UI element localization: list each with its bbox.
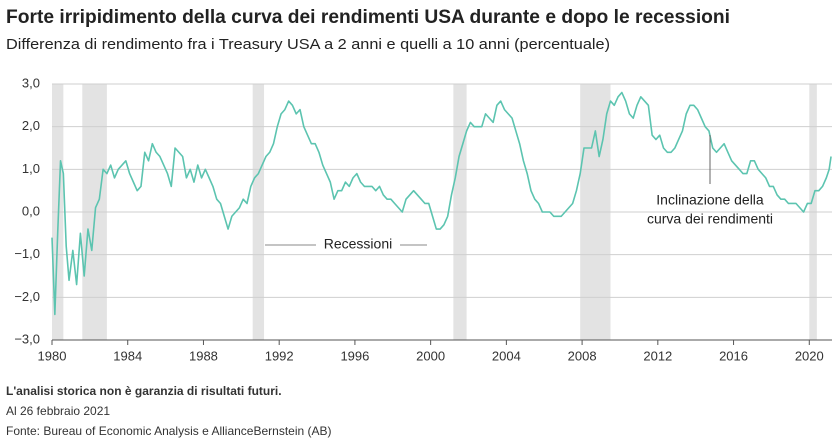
x-tick-label: 1984 — [113, 348, 142, 363]
y-tick-label: 1,0 — [22, 161, 40, 176]
line-label: Inclinazione della — [656, 192, 764, 208]
plot-area: −3,0 −2,0 −1,0 0,0 1,0 2,0 3,0 1980 1984 1988 1992… — [14, 75, 832, 363]
disclaimer: L'analisi storica non è garanzia di risu… — [6, 384, 282, 398]
x-tick-label: 2008 — [568, 348, 597, 363]
y-tick-label: −2,0 — [14, 289, 40, 304]
y-tick-label: −3,0 — [14, 331, 40, 346]
chart-subtitle: Differenza di rendimento fra i Treasury … — [6, 36, 610, 53]
x-tick-label: 1980 — [38, 348, 67, 363]
date-note: Al 26 febbraio 2021 — [6, 404, 110, 418]
x-tick-label: 1996 — [340, 348, 369, 363]
x-tick-label: 2000 — [416, 348, 445, 363]
y-tick-label: 0,0 — [22, 203, 40, 218]
y-tick-label: 2,0 — [22, 118, 40, 133]
x-tick-label: 1988 — [189, 348, 218, 363]
y-tick-label: 3,0 — [22, 75, 40, 90]
recession-label: Recessioni — [324, 236, 392, 252]
x-tick-label: 1992 — [265, 348, 294, 363]
series-line — [51, 91, 832, 316]
line-label: curva dei rendimenti — [647, 211, 773, 227]
y-tick-label: −1,0 — [14, 246, 40, 261]
x-tick-label: 2020 — [795, 348, 824, 363]
x-tick-label: 2004 — [492, 348, 521, 363]
source-note: Fonte: Bureau of Economic Analysis e All… — [6, 424, 332, 438]
x-tick-label: 2016 — [719, 348, 748, 363]
x-tick-label: 2012 — [643, 348, 672, 363]
chart-title: Forte irripidimento della curva dei rend… — [6, 7, 730, 28]
